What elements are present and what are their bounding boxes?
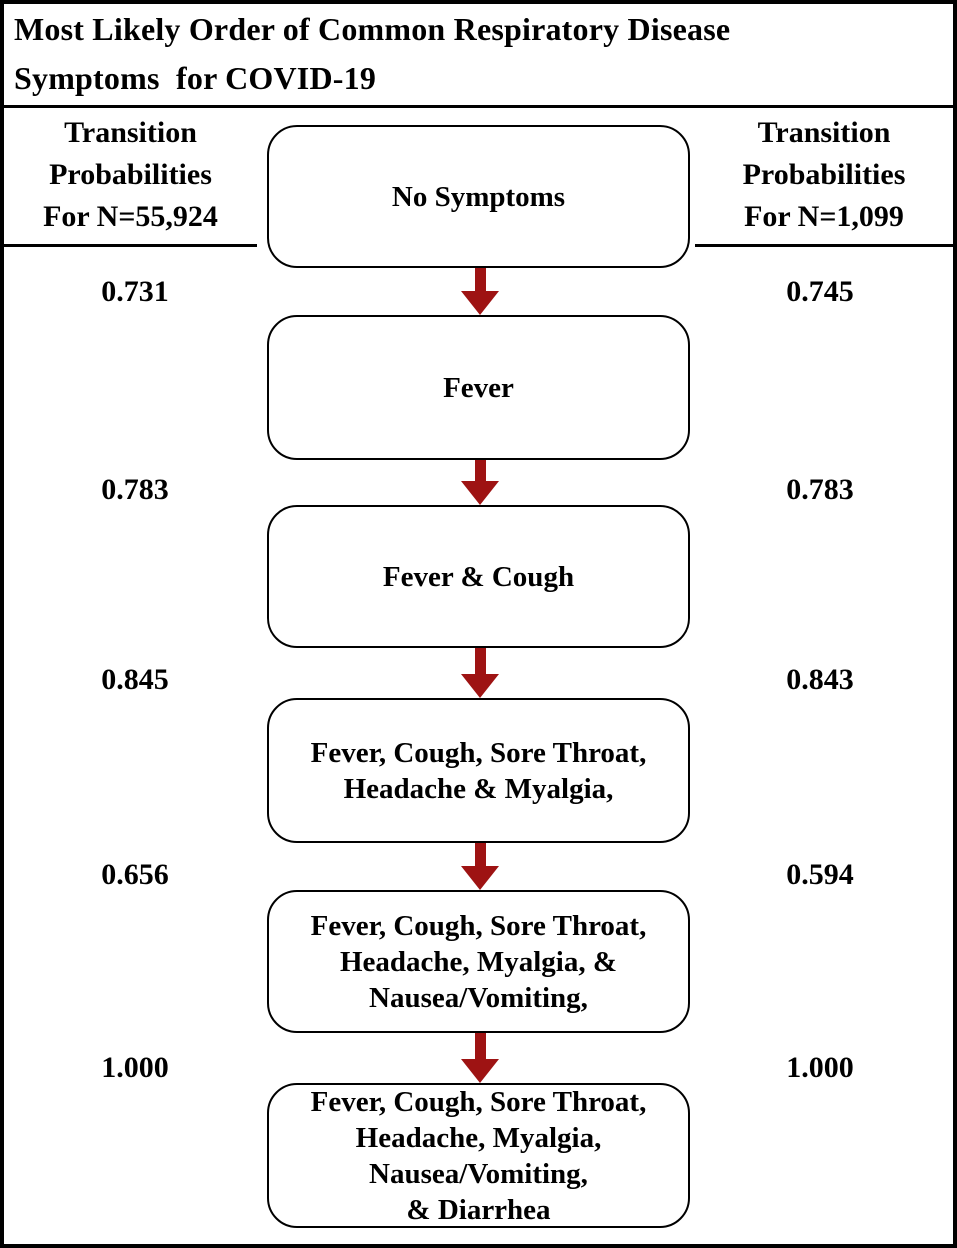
transition-probability-value: 1.000 (101, 1051, 169, 1084)
right-probabilities-header: Transition Probabilities For N=1,099 (695, 112, 953, 247)
arrow-down-icon (461, 843, 499, 890)
arrow-stem (474, 268, 486, 291)
arrow-head (461, 674, 499, 698)
arrow-head (461, 291, 499, 315)
figure-title: Most Likely Order of Common Respiratory … (4, 4, 953, 108)
transition-probability-value: 0.783 (101, 473, 169, 506)
arrow-down-icon (461, 268, 499, 315)
transition-probability-value: 0.845 (101, 663, 169, 696)
left-probabilities-header: Transition Probabilities For N=55,924 (4, 112, 257, 247)
arrow-head (461, 481, 499, 505)
flow-node-plus-nausea-vomiting: Fever, Cough, Sore Throat, Headache, Mya… (267, 890, 690, 1033)
transition-probability-value: 0.783 (786, 473, 854, 506)
transition-probability-value: 1.000 (786, 1051, 854, 1084)
arrow-stem (474, 1033, 486, 1059)
arrow-down-icon (461, 648, 499, 698)
arrow-down-icon (461, 460, 499, 505)
transition-probability-value: 0.745 (786, 275, 854, 308)
flow-node-fever-cough-sorethroat-headache-myalgia: Fever, Cough, Sore Throat, Headache & My… (267, 698, 690, 843)
transition-probability-value: 0.731 (101, 275, 169, 308)
arrow-head (461, 1059, 499, 1083)
transition-probability-value: 0.843 (786, 663, 854, 696)
flow-node-fever: Fever (267, 315, 690, 460)
arrow-head (461, 866, 499, 890)
flow-node-fever-cough: Fever & Cough (267, 505, 690, 648)
transition-probability-value: 0.656 (101, 858, 169, 891)
arrow-down-icon (461, 1033, 499, 1083)
arrow-stem (474, 843, 486, 866)
arrow-stem (474, 460, 486, 481)
flow-node-plus-diarrhea: Fever, Cough, Sore Throat, Headache, Mya… (267, 1083, 690, 1228)
arrow-stem (474, 648, 486, 674)
transition-probability-value: 0.594 (786, 858, 854, 891)
flow-node-no-symptoms: No Symptoms (267, 125, 690, 268)
